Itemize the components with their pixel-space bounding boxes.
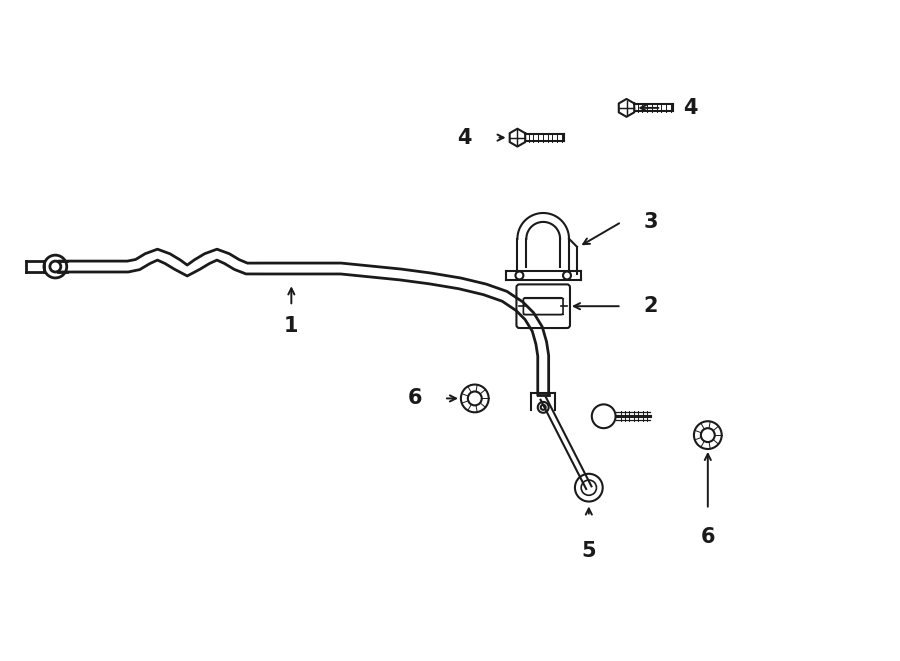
Text: 4: 4: [457, 128, 472, 147]
Text: 6: 6: [408, 389, 422, 408]
Text: 5: 5: [581, 541, 596, 561]
Text: 3: 3: [644, 212, 658, 232]
Text: 6: 6: [700, 527, 716, 547]
Text: 2: 2: [644, 296, 658, 316]
Text: 1: 1: [284, 316, 299, 336]
Text: 4: 4: [683, 98, 698, 118]
